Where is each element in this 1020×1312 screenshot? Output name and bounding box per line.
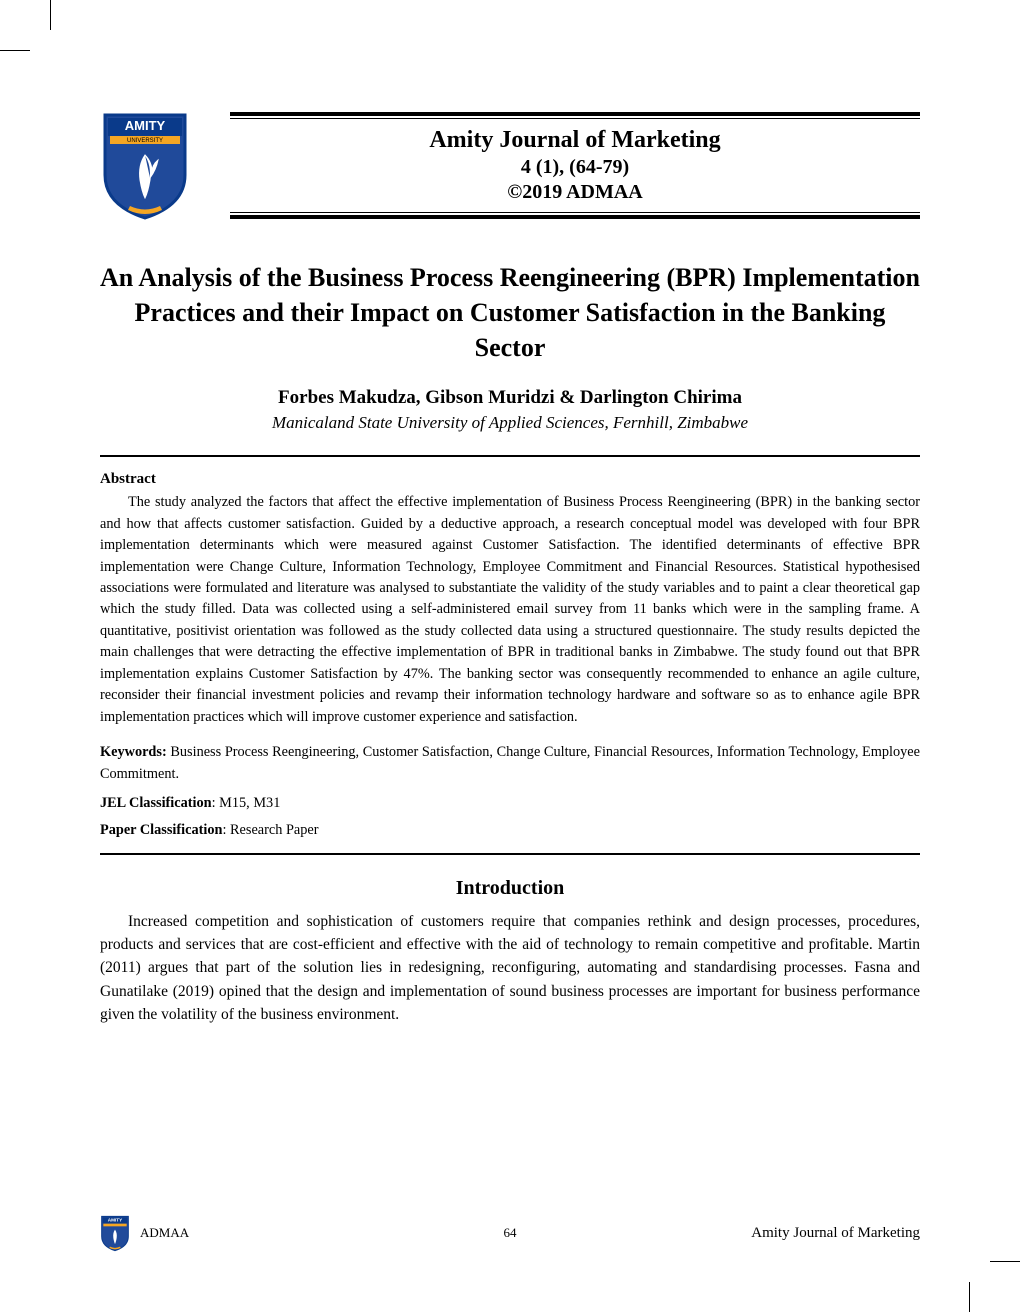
header-rule-top-thick — [230, 112, 920, 116]
keywords: Keywords: Business Process Reengineering… — [100, 742, 920, 785]
paper-class-label: Paper Classification — [100, 822, 222, 838]
header-rule-top-thin — [230, 118, 920, 119]
paper-classification: Paper Classification: Research Paper — [100, 822, 920, 839]
jel-text: : M15, M31 — [212, 795, 281, 811]
jel-label: JEL Classification — [100, 795, 212, 811]
footer-left-text: ADMAA — [140, 1225, 189, 1241]
crop-mark — [990, 1261, 1020, 1262]
logo-text: AMITY — [125, 118, 166, 133]
keywords-label: Keywords: — [100, 744, 167, 760]
abstract-section: Abstract The study analyzed the factors … — [100, 471, 920, 839]
header-rule-bottom-thick — [230, 215, 920, 219]
authors: Forbes Makudza, Gibson Muridzi & Darling… — [100, 387, 920, 409]
page-number: 64 — [504, 1225, 517, 1241]
abstract-body: The study analyzed the factors that affe… — [100, 492, 920, 728]
journal-header: Amity Journal of Marketing 4 (1), (64-79… — [230, 112, 920, 219]
abstract-top-rule — [100, 455, 920, 457]
crop-mark — [969, 1282, 970, 1312]
paper-title: An Analysis of the Business Process Reen… — [100, 260, 920, 365]
shield-icon: AMITY UNIVERSITY — [100, 110, 190, 220]
paper-class-text: : Research Paper — [222, 822, 318, 838]
logo-subtext: UNIVERSITY — [127, 138, 163, 144]
keywords-text: Business Process Reengineering, Customer… — [100, 744, 920, 781]
jel-classification: JEL Classification: M15, M31 — [100, 795, 920, 812]
journal-name: Amity Journal of Marketing — [230, 127, 920, 154]
footer-right-text: Amity Journal of Marketing — [751, 1225, 920, 1242]
header-rule-bottom-thin — [230, 212, 920, 213]
journal-issue: 4 (1), (64-79) — [230, 156, 920, 179]
abstract-label: Abstract — [100, 471, 920, 488]
journal-copyright: ©2019 ADMAA — [230, 181, 920, 204]
affiliation: Manicaland State University of Applied S… — [100, 413, 920, 433]
introduction-body: Increased competition and sophistication… — [100, 910, 920, 1026]
crop-mark — [50, 0, 51, 30]
header-section: AMITY UNIVERSITY Amity Journal of Market… — [100, 110, 920, 220]
university-logo: AMITY UNIVERSITY — [100, 110, 190, 220]
svg-text:AMITY: AMITY — [108, 1218, 123, 1223]
footer-shield-icon: AMITY — [100, 1214, 130, 1252]
footer-left: AMITY ADMAA — [100, 1214, 189, 1252]
crop-mark — [0, 50, 30, 51]
introduction-heading: Introduction — [100, 877, 920, 900]
abstract-bottom-rule — [100, 853, 920, 855]
page-footer: AMITY ADMAA 64 Amity Journal of Marketin… — [100, 1214, 920, 1252]
